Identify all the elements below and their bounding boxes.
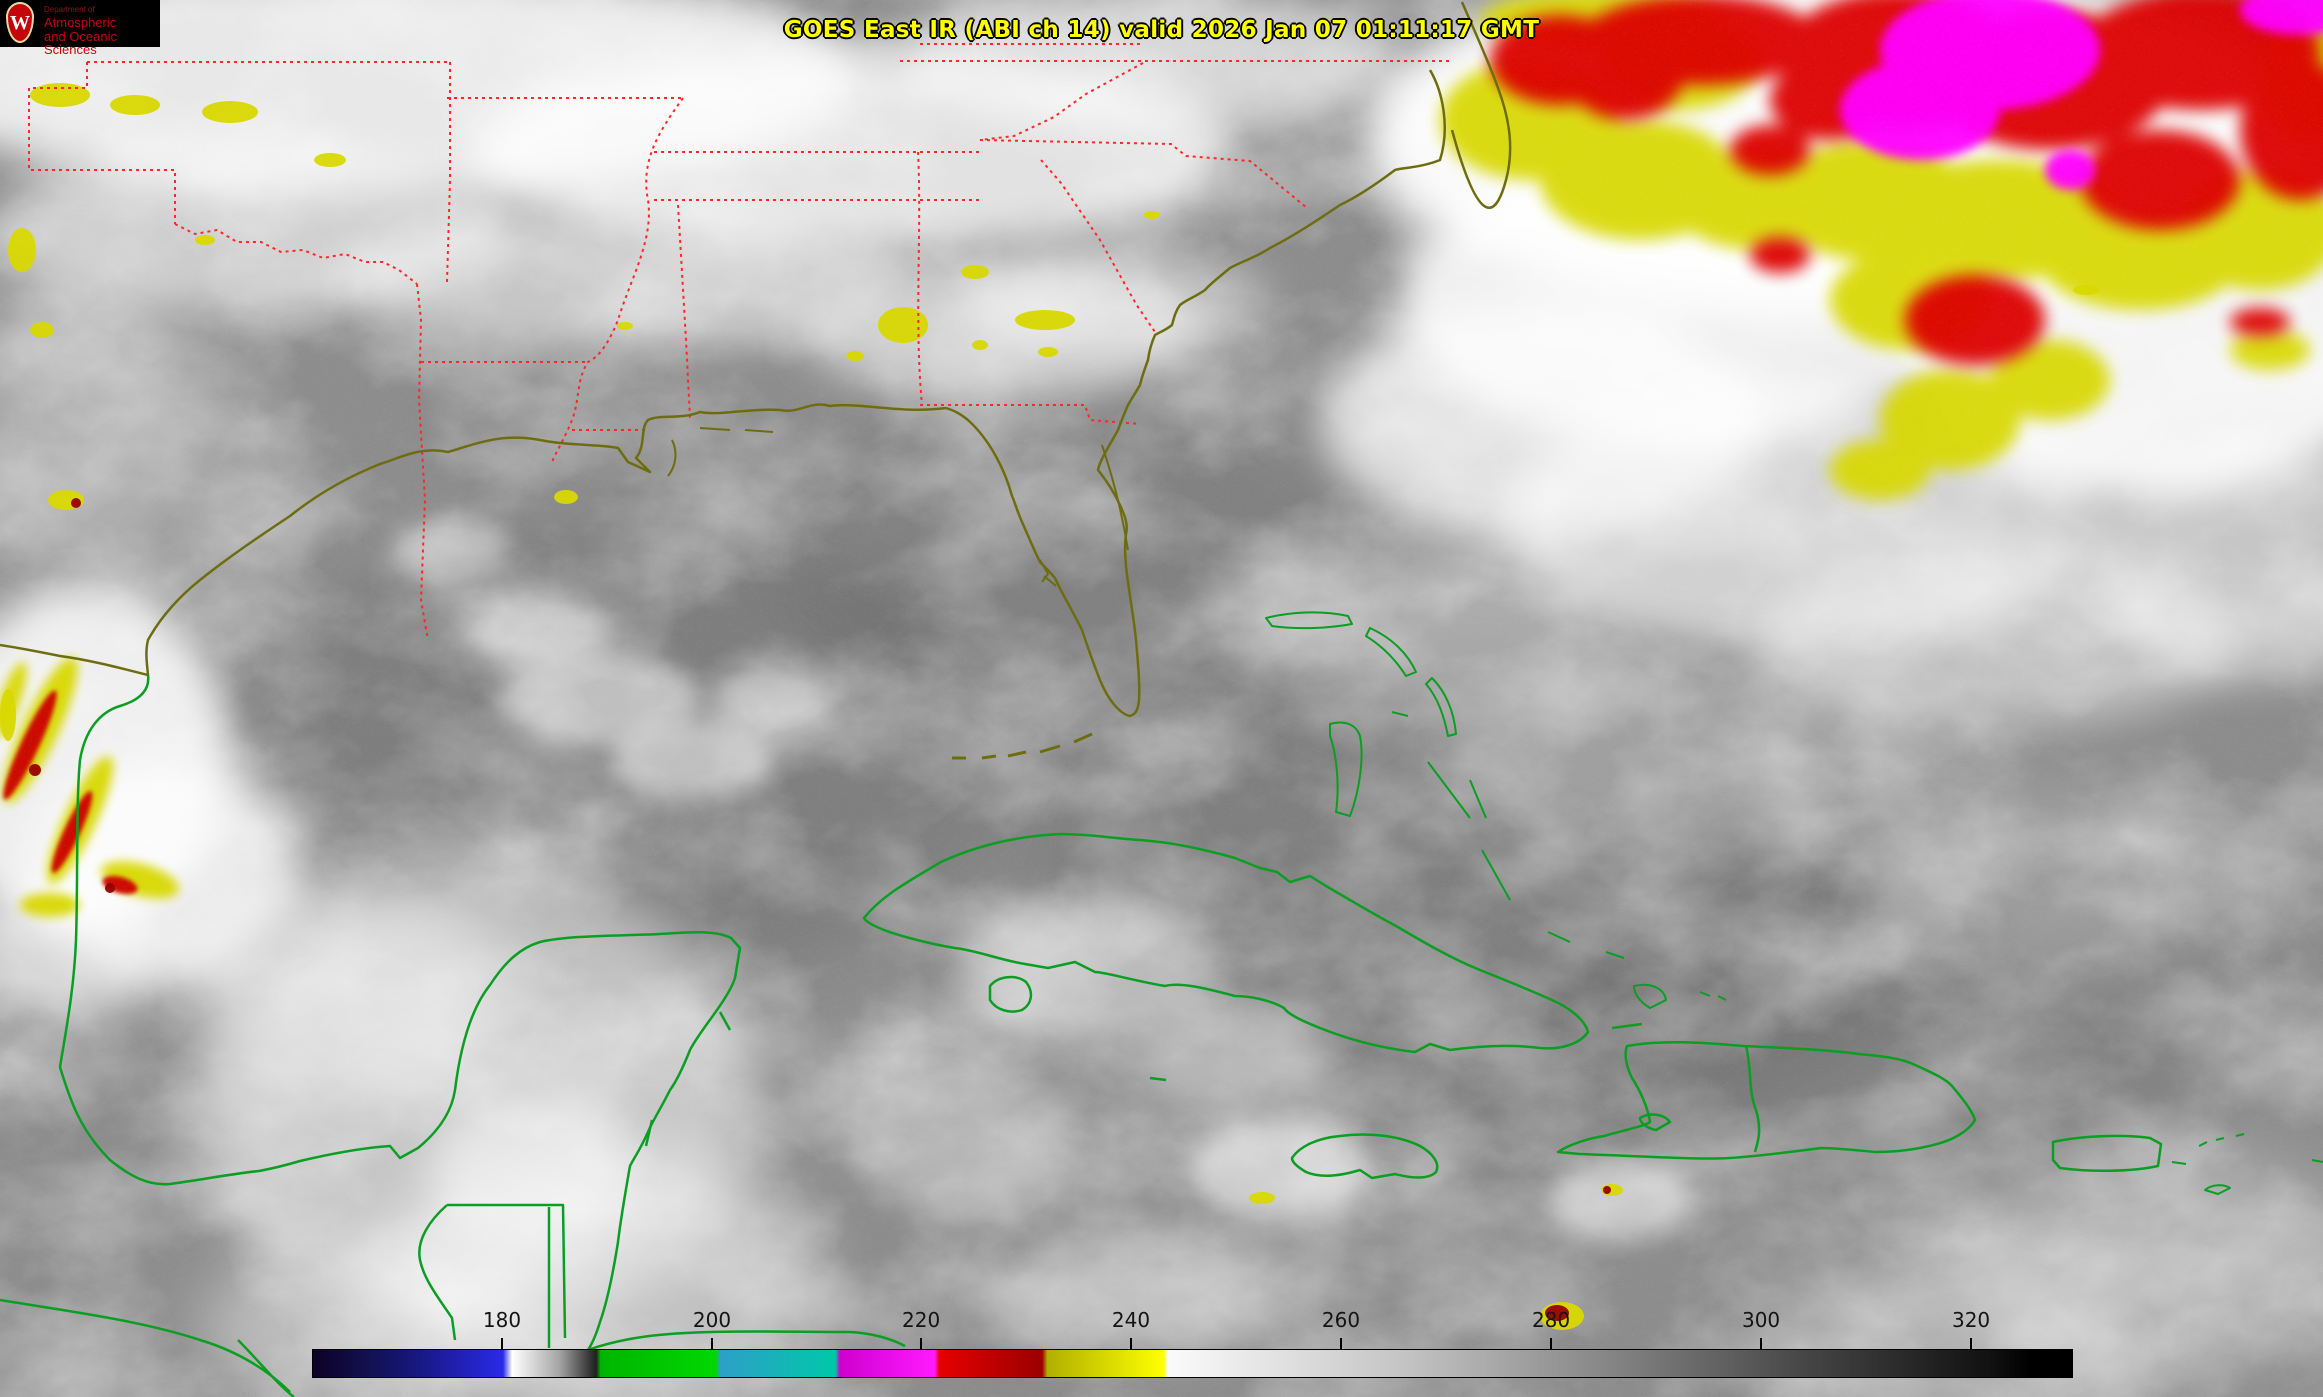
border-tennessee-northcarolina: [979, 62, 1144, 141]
logo-name-line2: and Oceanic Sciences: [44, 29, 117, 57]
border-northcarolina-southcarolina: [979, 139, 1308, 209]
mississippi-barrier-islands: [667, 427, 774, 477]
guatemala-borders: [418, 1203, 567, 1348]
florida-coastline: [945, 406, 1141, 718]
colorbar-tick: [920, 1338, 923, 1349]
jamaica-coastline: [1290, 1133, 1439, 1180]
border-oklahoma-panhandle: [28, 62, 176, 224]
border-alabama-georgia: [917, 151, 923, 406]
gonave-island: [1638, 1113, 1672, 1132]
uw-aos-logo: W Department of Atmospheric and Oceanic …: [0, 0, 160, 56]
logo-text-block: Department of Atmospheric and Oceanic Sc…: [44, 5, 160, 57]
tampa-bay-inlet: [1039, 559, 1057, 587]
florida-keys: [952, 732, 1093, 760]
state-borders: [28, 43, 1450, 641]
central-america-coast: [0, 1298, 295, 1397]
border-georgia-southcarolina: [1040, 159, 1156, 333]
colorbar-tick-label: 320: [1951, 1308, 1991, 1332]
logo-name-line1: Atmospheric: [44, 15, 117, 30]
colorbar-tick: [1760, 1338, 1763, 1349]
colorbar-tick-label: 260: [1321, 1308, 1361, 1332]
ambergris-caye: [644, 1119, 654, 1147]
international-coastlines: [0, 611, 2323, 1397]
gulf-coastline: [145, 403, 947, 676]
haiti-dr-border: [1744, 1045, 1761, 1153]
border-mississippi-river: [551, 97, 684, 463]
cayman-islands: [1149, 1076, 1167, 1082]
colorbar-tick-label: 240: [1111, 1308, 1151, 1332]
image-title: GOES East IR (ABI ch 14) valid 2026 Jan …: [783, 17, 1540, 43]
colorbar-tick-label: 280: [1531, 1308, 1571, 1332]
puerto-rico-coastline: [2051, 1134, 2163, 1173]
rio-grande-border: [0, 643, 149, 677]
mexico-coastline: [58, 674, 906, 1352]
colorbar-tick: [1129, 1338, 1132, 1349]
border-texas-louisiana: [416, 283, 429, 641]
colorbar-tick: [1550, 1338, 1553, 1349]
colorbar: 180 200 220 240 260 280 300 320: [312, 1300, 2073, 1390]
colorbar-tick: [710, 1338, 713, 1349]
us-coastlines: [0, 1, 1512, 760]
border-red-river: [174, 223, 418, 285]
colorbar-tick-label: 220: [902, 1308, 941, 1332]
cozumel-island: [718, 1011, 732, 1031]
crest-letter: W: [10, 11, 30, 34]
atlantic-coastline: [1116, 1, 1512, 431]
colorbar-tick-label: 200: [692, 1308, 732, 1332]
colorbar-tick-label: 300: [1741, 1308, 1781, 1332]
isle-of-youth: [988, 975, 1033, 1013]
uw-crest: W: [6, 2, 34, 43]
hispaniola-coastline: [1556, 1040, 1977, 1160]
florida-barrier-islands: [1101, 444, 1129, 551]
colorbar-tick: [1340, 1338, 1342, 1349]
colorbar-gradient: [312, 1349, 2073, 1378]
colorbar-tick-label: 180: [482, 1308, 522, 1332]
logo-department-line: Department of: [44, 5, 95, 14]
tortue-island: [1611, 1022, 1643, 1030]
border-mississippi-alabama: [677, 204, 691, 419]
lesser-antilles: [2171, 1133, 2323, 1195]
colorbar-tick: [1970, 1338, 1973, 1349]
border-georgia-florida: [920, 404, 1141, 425]
cuba-coastline: [862, 832, 1590, 1054]
bahamas-islands: [1265, 611, 1727, 1009]
colorbar-tick: [500, 1338, 503, 1349]
